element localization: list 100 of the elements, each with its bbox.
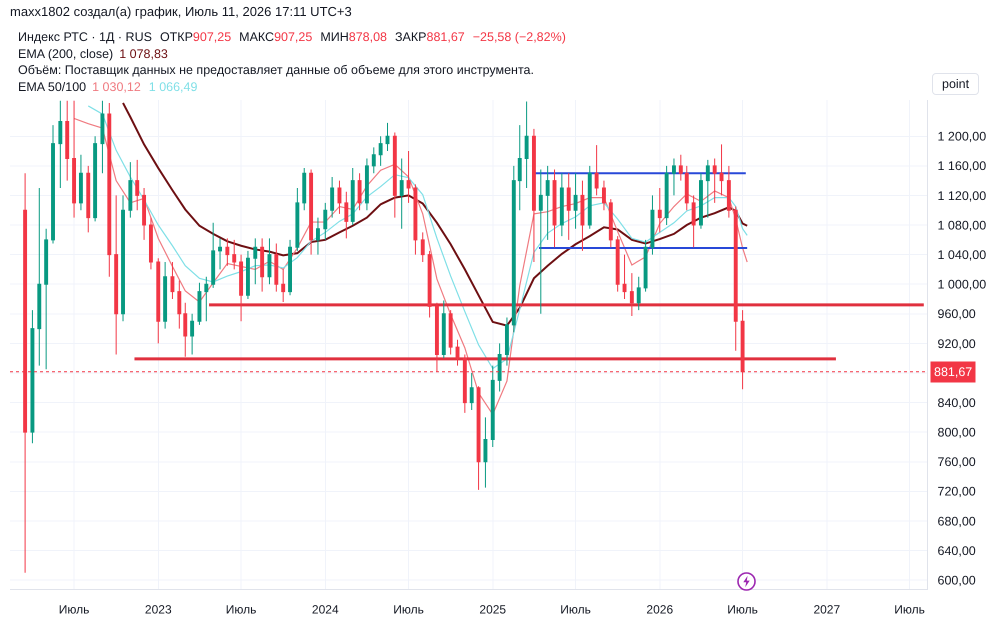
text: МИН [320,29,349,45]
y-tick-label: 920,00 [938,336,976,351]
x-tick-label: 2026 [646,602,674,616]
ref-line-label: 881,67 [934,365,972,379]
candlestick [44,228,48,370]
candlestick [267,238,272,285]
candlestick [574,172,578,230]
candlestick [692,194,696,248]
text: 878,08 [348,29,387,45]
candlestick [442,300,446,359]
candlestick [225,238,230,266]
candlestick [608,198,613,248]
candlestick [413,184,418,256]
candlestick [400,158,404,230]
text: maxx1802 создал(а) график, Июль 11, 2026 17:11 UTC+3 [10,4,352,20]
candlestick [448,310,453,355]
y-tick-label: 600,00 [938,573,976,588]
candlestick [720,144,724,196]
candlestick [588,165,592,230]
y-tick-label: 640,00 [938,544,976,558]
candlestick [218,238,222,270]
candlestick [616,236,620,292]
y-axis-title: point [932,73,980,95]
text: 1 078,83 [119,46,168,62]
candlestick [281,268,286,302]
candlestick [372,146,376,174]
candlestick [560,172,564,237]
y-tick-label: 800,00 [938,426,976,440]
candlestick [602,180,606,211]
text: ЗАКР [394,29,426,45]
candlestick [309,169,314,256]
candlestick [211,222,216,288]
candlestick [622,254,626,300]
candlestick [644,239,648,292]
candlestick [566,172,571,240]
candlestick [51,124,55,244]
text: 881,67 [426,29,465,45]
candlestick [170,262,174,300]
candlestick [699,172,703,230]
candlestick [121,194,125,322]
candlestick [546,165,550,240]
candlestick [734,206,738,352]
y-tick-label: 840,00 [938,396,976,410]
candlestick [37,188,42,366]
x-tick-label: 2023 [144,602,172,616]
candlestick [86,165,90,233]
x-tick-label: 2024 [312,602,339,616]
text: 907,25 [274,29,312,45]
x-tick-label: Июль [58,602,90,616]
candlestick [260,238,264,292]
candlestick [163,262,168,330]
candlestick [456,339,460,366]
candlestick [470,372,474,410]
candlestick [30,310,34,444]
candlestick [406,150,411,204]
candlestick [636,276,641,311]
candlestick [58,100,62,189]
candlestick [197,282,202,326]
chart-title: Индекс РТС · 1Д · RUS [18,29,152,45]
candlestick [712,158,717,204]
candlestick [148,217,153,270]
candlestick [684,165,689,211]
candlestick [594,144,599,196]
candlestick [512,165,516,333]
candlestick [239,254,244,322]
x-tick-label: 2025 [479,602,506,616]
candlestick [330,176,334,218]
candlestick [323,202,328,240]
candlestick [518,124,522,211]
candlestick [490,365,495,448]
candlestick [338,180,342,214]
x-tick-label: Июль [894,602,925,616]
y-tick-label: 1 120,00 [938,188,986,203]
candlestick [100,100,104,174]
candlestick [552,169,556,248]
candlestick [726,165,731,218]
y-tick-label: 1 040,00 [938,248,986,262]
y-tick-label: 1 160,00 [938,159,986,174]
candlestick [672,158,676,196]
y-tick-label: 1 000,00 [938,278,986,292]
candlestick [156,258,160,344]
y-tick-label: 720,00 [938,484,976,499]
candlestick [428,250,432,318]
candlestick [274,243,278,292]
text: EMA (200, close) [18,46,114,62]
line-series [88,105,748,370]
candlestick [364,158,369,211]
text: EMA 50/100 [18,78,86,94]
candlestick [476,386,481,490]
candlestick [630,272,634,317]
text: ОТКР [160,29,193,45]
candlestick [392,132,397,218]
candlestick [498,342,502,392]
candlestick [65,100,70,182]
text: МАКС [239,29,274,45]
text: 907,25 [192,29,232,45]
candlestick [142,188,146,240]
y-tick-label: 760,00 [938,455,976,470]
candlestick [350,168,355,226]
candlestick [483,416,488,488]
